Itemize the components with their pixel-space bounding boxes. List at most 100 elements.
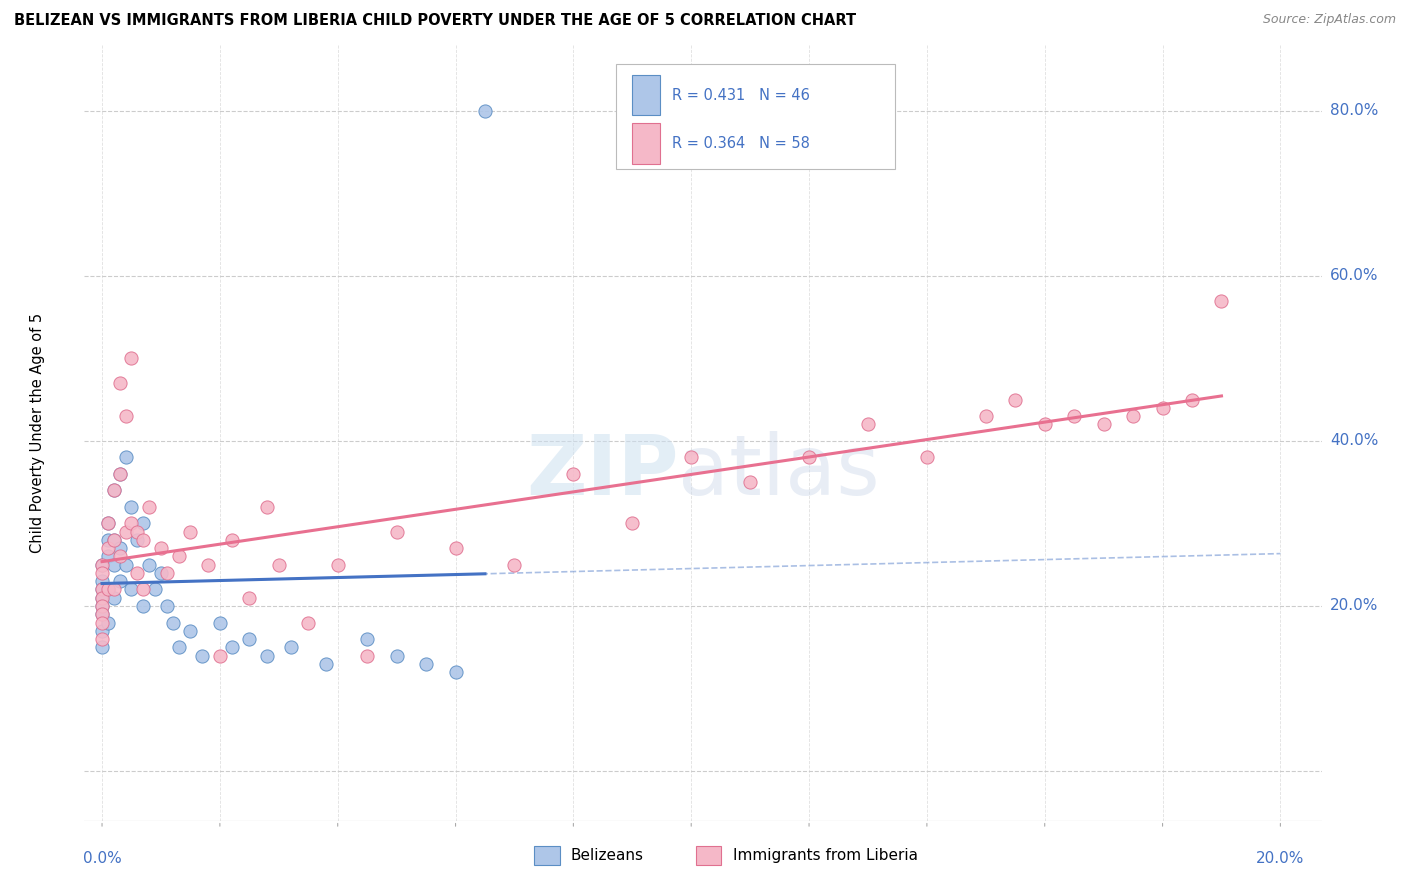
Point xyxy=(91,591,114,605)
Point xyxy=(915,450,938,465)
Point xyxy=(415,657,437,671)
Point xyxy=(256,648,278,663)
Point xyxy=(138,558,160,572)
Point xyxy=(1152,401,1174,415)
Point xyxy=(97,516,120,531)
Point xyxy=(121,516,143,531)
Point xyxy=(191,648,214,663)
Point xyxy=(856,417,879,432)
Text: 20.0%: 20.0% xyxy=(1256,851,1305,866)
Text: 80.0%: 80.0% xyxy=(1330,103,1378,118)
Point xyxy=(444,665,467,679)
Point xyxy=(315,657,337,671)
Point xyxy=(121,500,143,514)
Point xyxy=(179,624,201,638)
Point xyxy=(103,582,125,597)
Point xyxy=(167,549,190,564)
Point xyxy=(156,599,179,613)
Text: Immigrants from Liberia: Immigrants from Liberia xyxy=(733,848,918,863)
Point xyxy=(91,607,114,622)
Point xyxy=(681,450,703,465)
Point xyxy=(167,640,190,655)
Text: R = 0.431   N = 46: R = 0.431 N = 46 xyxy=(672,87,810,103)
Point xyxy=(162,615,184,630)
Point xyxy=(91,632,114,646)
Point xyxy=(91,566,114,580)
Point xyxy=(740,475,762,490)
Text: ZIP: ZIP xyxy=(526,431,678,512)
Text: Child Poverty Under the Age of 5: Child Poverty Under the Age of 5 xyxy=(30,312,45,553)
Point xyxy=(91,607,114,622)
Point xyxy=(91,615,114,630)
Point xyxy=(138,500,160,514)
Point xyxy=(474,103,496,118)
Point xyxy=(103,558,125,572)
Point xyxy=(208,648,231,663)
Point xyxy=(121,582,143,597)
Point xyxy=(91,574,114,589)
Point xyxy=(562,467,585,481)
Point xyxy=(97,615,120,630)
Text: 40.0%: 40.0% xyxy=(1330,434,1378,449)
Point xyxy=(156,566,179,580)
Point xyxy=(97,516,120,531)
Point xyxy=(91,582,114,597)
Point xyxy=(444,541,467,556)
Point xyxy=(179,524,201,539)
Point xyxy=(108,541,131,556)
Text: R = 0.364   N = 58: R = 0.364 N = 58 xyxy=(672,136,810,151)
Point xyxy=(103,533,125,547)
Point xyxy=(103,591,125,605)
Point xyxy=(356,632,378,646)
Point xyxy=(114,409,136,423)
Point xyxy=(132,599,155,613)
Point xyxy=(256,500,278,514)
Point xyxy=(97,541,120,556)
Point xyxy=(97,582,120,597)
Point xyxy=(127,566,149,580)
Point xyxy=(326,558,349,572)
Point xyxy=(208,615,231,630)
Point xyxy=(149,566,172,580)
Point xyxy=(132,582,155,597)
Point xyxy=(114,450,136,465)
Point xyxy=(108,574,131,589)
Text: Belizeans: Belizeans xyxy=(571,848,644,863)
Point xyxy=(974,409,997,423)
Point xyxy=(114,558,136,572)
Point xyxy=(108,467,131,481)
Point xyxy=(97,549,120,564)
Point xyxy=(621,516,644,531)
Point xyxy=(114,524,136,539)
Point xyxy=(356,648,378,663)
Point xyxy=(238,632,260,646)
Point xyxy=(149,541,172,556)
Point xyxy=(91,599,114,613)
Point xyxy=(91,558,114,572)
Text: Source: ZipAtlas.com: Source: ZipAtlas.com xyxy=(1263,13,1396,27)
Point xyxy=(1092,417,1115,432)
Point xyxy=(132,516,155,531)
Point xyxy=(91,640,114,655)
Point xyxy=(97,533,120,547)
Point xyxy=(108,376,131,390)
Point xyxy=(1122,409,1144,423)
Point xyxy=(127,533,149,547)
Point xyxy=(221,533,243,547)
Point xyxy=(280,640,302,655)
Point xyxy=(132,533,155,547)
Text: BELIZEAN VS IMMIGRANTS FROM LIBERIA CHILD POVERTY UNDER THE AGE OF 5 CORRELATION: BELIZEAN VS IMMIGRANTS FROM LIBERIA CHIL… xyxy=(14,13,856,29)
Bar xyxy=(633,75,659,115)
Point xyxy=(103,483,125,498)
Point xyxy=(91,599,114,613)
Point xyxy=(385,524,408,539)
Point xyxy=(91,591,114,605)
Point xyxy=(221,640,243,655)
Point xyxy=(1181,392,1204,407)
Point xyxy=(103,533,125,547)
Text: 0.0%: 0.0% xyxy=(83,851,121,866)
Point xyxy=(108,549,131,564)
Point xyxy=(1033,417,1056,432)
Point xyxy=(91,582,114,597)
Text: atlas: atlas xyxy=(678,431,880,512)
